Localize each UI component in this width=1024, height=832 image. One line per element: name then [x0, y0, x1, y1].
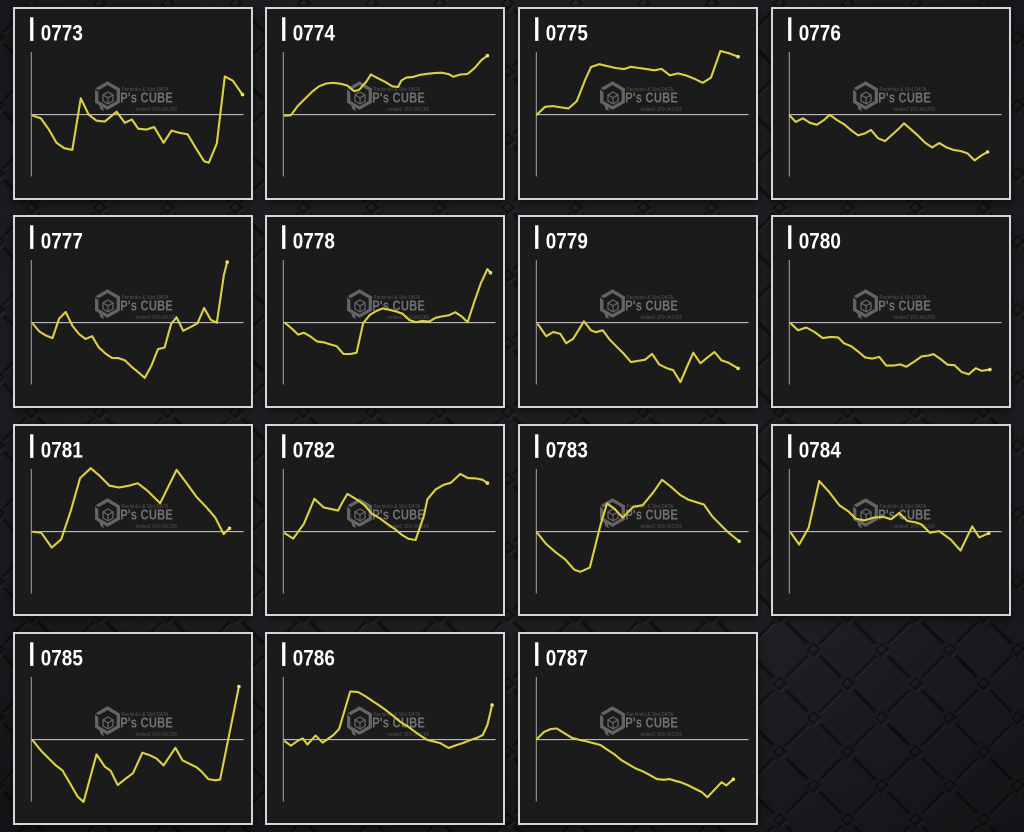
svg-text:0781: 0781 [40, 438, 82, 463]
svg-text:0782: 0782 [293, 438, 335, 463]
svg-text:0784: 0784 [799, 438, 841, 463]
svg-text:online2 1F9-3412F8: online2 1F9-3412F8 [135, 106, 177, 113]
svg-text:0780: 0780 [799, 229, 841, 254]
svg-text:P's CUBE: P's CUBE [120, 89, 173, 106]
svg-text:0786: 0786 [293, 646, 335, 671]
svg-text:0785: 0785 [40, 646, 82, 671]
svg-text:0787: 0787 [546, 646, 588, 671]
svg-text:0773: 0773 [40, 21, 82, 46]
svg-text:0776: 0776 [799, 21, 841, 46]
svg-text:0775: 0775 [546, 21, 588, 46]
svg-text:0778: 0778 [293, 229, 335, 254]
svg-text:0779: 0779 [546, 229, 588, 254]
svg-text:0783: 0783 [546, 438, 588, 463]
svg-text:0777: 0777 [40, 229, 82, 254]
svg-text:0774: 0774 [293, 21, 335, 46]
svg-text:Pachinko & Slot DATA: Pachinko & Slot DATA [121, 86, 168, 92]
